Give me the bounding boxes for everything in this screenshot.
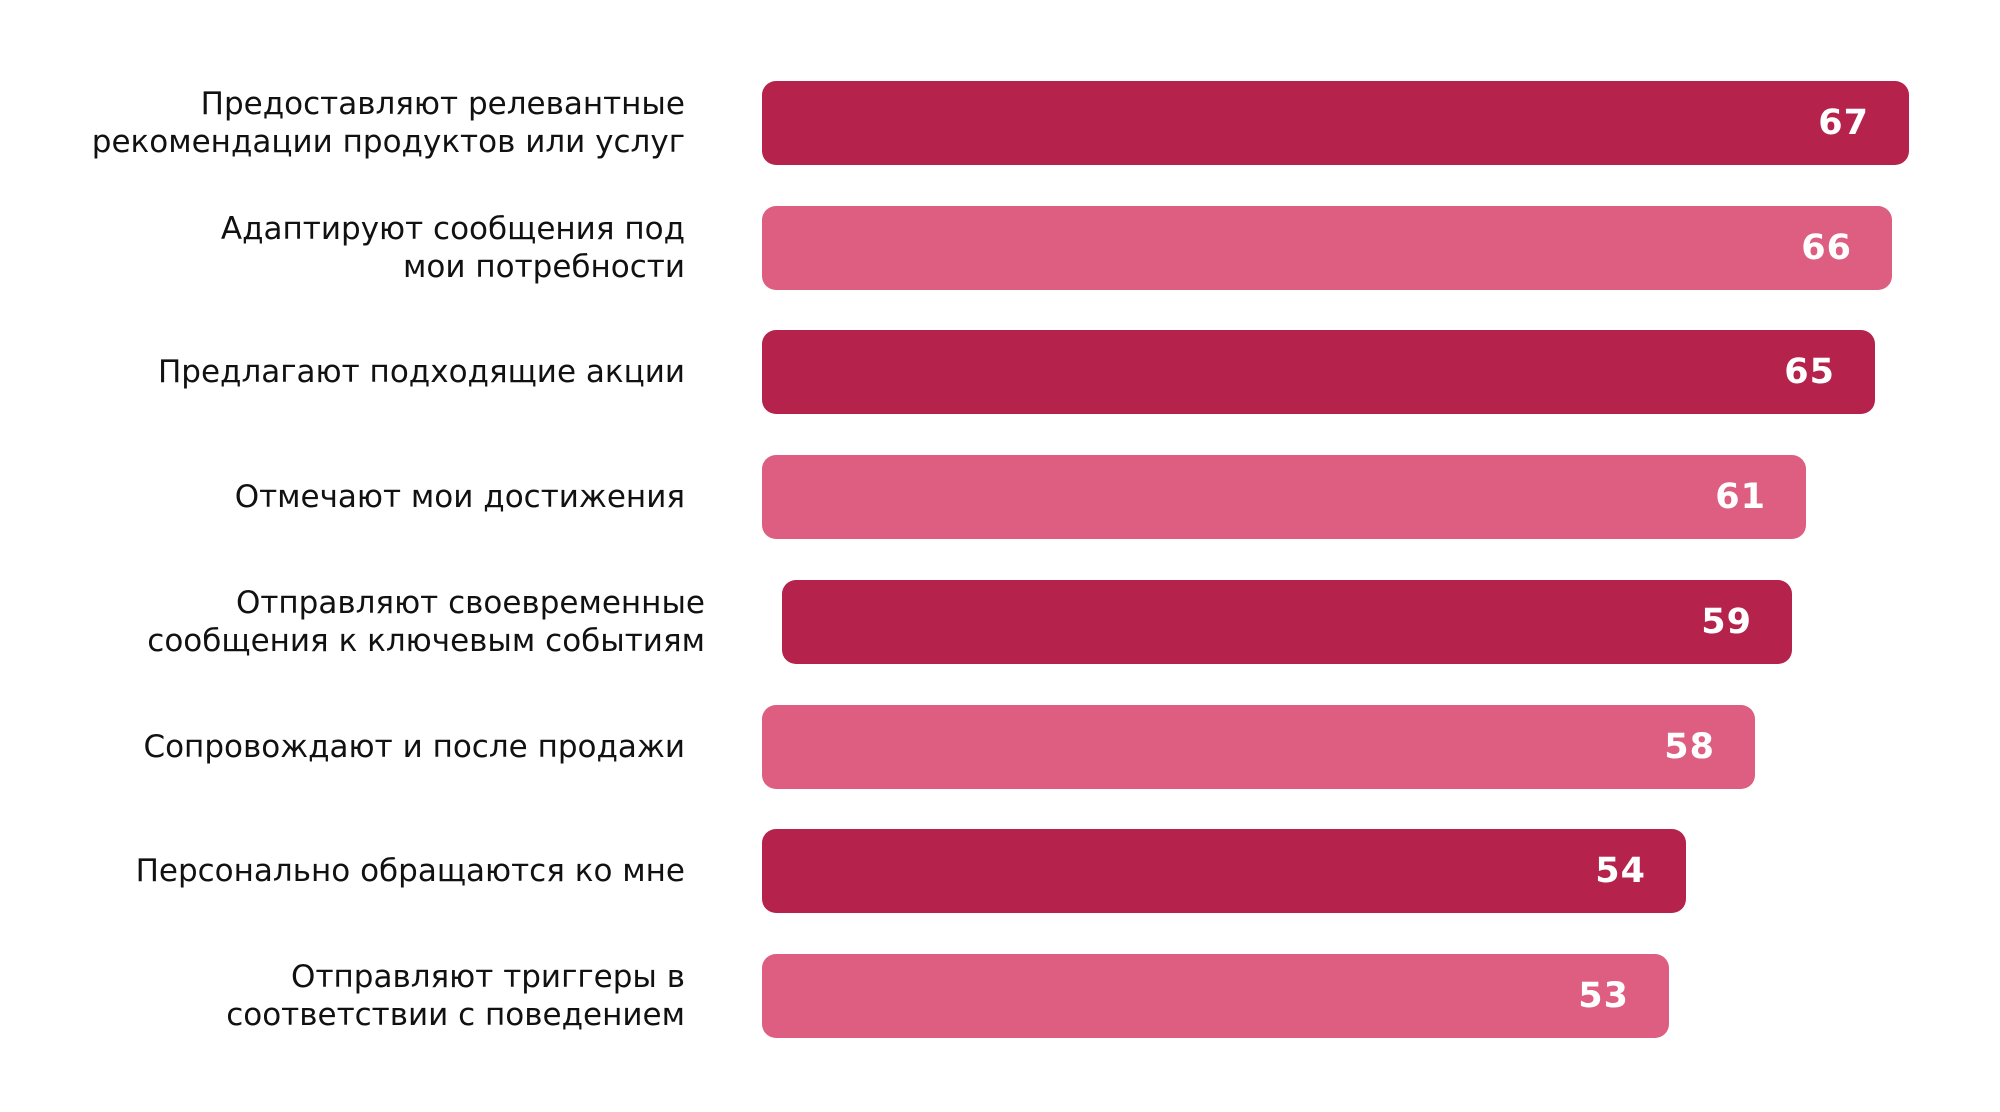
bar-value-label: 54 (1595, 851, 1646, 891)
bar-row: Предоставляют релевантные рекомендации п… (0, 81, 2000, 165)
category-label: Отправляют своевременные сообщения к клю… (147, 585, 705, 659)
bar-row: Сопровождают и после продажи 58 (0, 705, 2000, 789)
category-label: Предоставляют релевантные рекомендации п… (91, 86, 685, 160)
category-label: Отмечают мои достижения (234, 479, 685, 515)
bar-row: Предлагают подходящие акции 65 (0, 330, 2000, 414)
category-label: Персонально обращаются ко мне (135, 853, 685, 889)
category-label: Сопровождают и после продажи (143, 729, 685, 765)
bar-value-label: 59 (1701, 602, 1752, 642)
bar-value-label: 61 (1715, 477, 1766, 517)
bar-value-label: 65 (1784, 352, 1835, 392)
bar-row: Отправляют своевременные сообщения к клю… (0, 580, 2000, 664)
bar-row: Персонально обращаются ко мне 54 (0, 829, 2000, 913)
bar: 66 (762, 206, 1892, 290)
bar: 54 (762, 829, 1686, 913)
category-label: Отправляют триггеры в соответствии с пов… (226, 959, 685, 1033)
bar-row: Отмечают мои достижения 61 (0, 455, 2000, 539)
category-label: Предлагают подходящие акции (157, 354, 685, 390)
bar: 53 (762, 954, 1669, 1038)
bar: 59 (782, 580, 1792, 664)
bar: 67 (762, 81, 1909, 165)
bar: 58 (762, 705, 1755, 789)
bar: 61 (762, 455, 1806, 539)
bar-value-label: 67 (1818, 103, 1869, 143)
bar-row: Адаптируют сообщения под мои потребности… (0, 206, 2000, 290)
bar-row: Отправляют триггеры в соответствии с пов… (0, 954, 2000, 1038)
bar-value-label: 58 (1664, 727, 1715, 767)
bar-value-label: 66 (1801, 228, 1852, 268)
bar: 65 (762, 330, 1875, 414)
category-label: Адаптируют сообщения под мои потребности (220, 211, 685, 285)
bar-value-label: 53 (1578, 976, 1629, 1016)
